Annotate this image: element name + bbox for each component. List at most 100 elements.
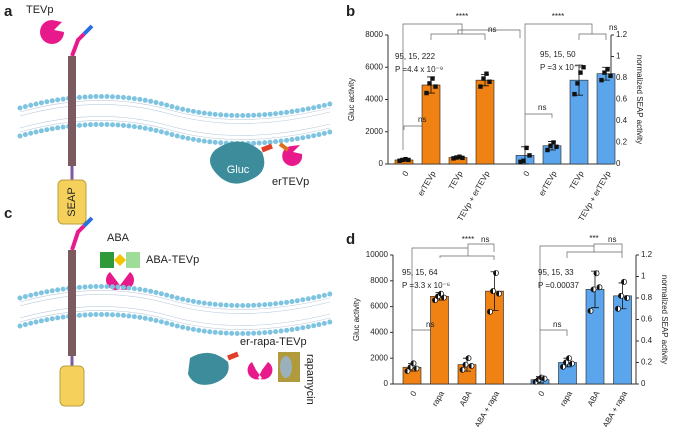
bar: [430, 295, 449, 385]
diagram-label: erTEVp: [272, 176, 309, 188]
y2-axis-label: normalized SEAP activity: [635, 55, 644, 144]
bar: [596, 73, 616, 165]
tag: [82, 216, 94, 228]
y2-tick-label: 0.4: [616, 116, 628, 125]
data-point: [424, 90, 429, 96]
data-point: [602, 70, 607, 75]
y-tick-label: 6000: [365, 62, 383, 71]
data-point-fill: [432, 297, 435, 303]
signal: [278, 142, 290, 152]
receptor: [68, 56, 76, 166]
receptor-part: [100, 252, 114, 268]
y2-tick-label: 0: [616, 159, 621, 168]
data-point: [527, 153, 532, 158]
x-tick-label: ABA + rapa: [601, 389, 629, 427]
annotation: ns: [426, 320, 434, 329]
x-tick-label: ABA: [586, 389, 602, 408]
data-point: [578, 70, 583, 75]
x-tick-label: 0: [409, 389, 419, 398]
annotation: ns: [418, 115, 426, 124]
annotation: 95, 15, 64: [402, 268, 438, 277]
data-point: [518, 159, 523, 165]
annotation: ns: [608, 235, 616, 244]
data-point: [599, 77, 604, 83]
drug: [280, 356, 292, 378]
luciferase: [210, 141, 265, 184]
x-tick-label: erTEVp: [416, 169, 438, 197]
data-point-fill: [569, 360, 572, 367]
data-point-fill: [535, 377, 539, 383]
data-point-fill: [541, 376, 545, 382]
annotation: ns: [481, 235, 489, 244]
x-tick-label: 0: [401, 169, 411, 178]
annotation: 95, 15, 222: [395, 52, 436, 61]
x-tick-label: 0: [537, 389, 547, 398]
data-point: [430, 76, 435, 81]
data-point: [524, 145, 529, 151]
data-point-fill: [596, 284, 600, 290]
annotation: P =0.00037: [538, 281, 580, 290]
y-tick-label: 2000: [370, 353, 388, 362]
data-point: [397, 158, 402, 163]
data-point-fill: [587, 308, 591, 314]
bracket: [411, 243, 495, 370]
data-point: [572, 91, 577, 97]
data-point: [605, 67, 610, 72]
y-tick-label: 2000: [365, 127, 383, 136]
data-point-fill: [490, 288, 493, 294]
data-point-fill: [590, 286, 594, 292]
signal: [227, 351, 239, 361]
data-point: [551, 140, 556, 145]
data-point-fill: [435, 293, 438, 299]
protease-icon: [247, 362, 273, 380]
data-point: [406, 157, 411, 163]
data-point-fill: [407, 364, 411, 370]
data-point: [433, 84, 438, 89]
y-axis-label: Gluc activity: [352, 298, 361, 341]
data-point: [400, 157, 405, 163]
annotation: ****: [462, 235, 474, 244]
data-point-fill: [441, 294, 444, 301]
data-point-fill: [624, 295, 627, 301]
data-point: [451, 156, 456, 161]
annotation: ns: [488, 25, 496, 34]
luciferase: [188, 352, 229, 385]
bar: [475, 79, 495, 165]
data-point-fill: [532, 379, 536, 385]
annotation: ****: [552, 12, 564, 21]
y2-tick-label: 1: [616, 52, 621, 61]
y2-tick-label: 0.4: [641, 336, 653, 345]
data-point: [460, 155, 465, 161]
y2-tick-label: 0.8: [616, 73, 628, 82]
y2-tick-label: 1.2: [641, 250, 653, 259]
x-tick-label: TEVp: [568, 169, 586, 191]
data-point: [608, 73, 613, 79]
data-point-fill: [468, 363, 472, 369]
data-point: [487, 79, 492, 84]
diagram-label: Gluc: [227, 164, 250, 176]
panel-label: d: [346, 231, 355, 248]
data-point-fill: [410, 360, 414, 366]
annotation: P =3 x 10⁻⁵: [540, 63, 581, 72]
linker: [70, 32, 86, 57]
y-tick-label: 8000: [365, 30, 383, 39]
x-tick-label: ABA: [458, 389, 474, 408]
y-tick-label: 4000: [370, 328, 388, 337]
data-point: [581, 65, 586, 70]
diagram-label: SEAP: [66, 187, 78, 216]
annotation: ns: [553, 320, 561, 329]
x-tick-label: TEVp: [447, 169, 465, 191]
y2-tick-label: 0: [641, 379, 646, 388]
receptor-part: [126, 252, 140, 268]
data-point: [478, 84, 483, 89]
y2-tick-label: 0.8: [641, 293, 653, 302]
annotation: ns: [609, 23, 617, 32]
data-point: [484, 71, 489, 76]
data-point: [481, 76, 486, 81]
data-point-fill: [493, 270, 496, 276]
membrane: [20, 286, 330, 333]
annotation: 95, 15, 50: [540, 50, 576, 59]
bracket: [524, 23, 607, 150]
data-point-fill: [563, 359, 566, 366]
